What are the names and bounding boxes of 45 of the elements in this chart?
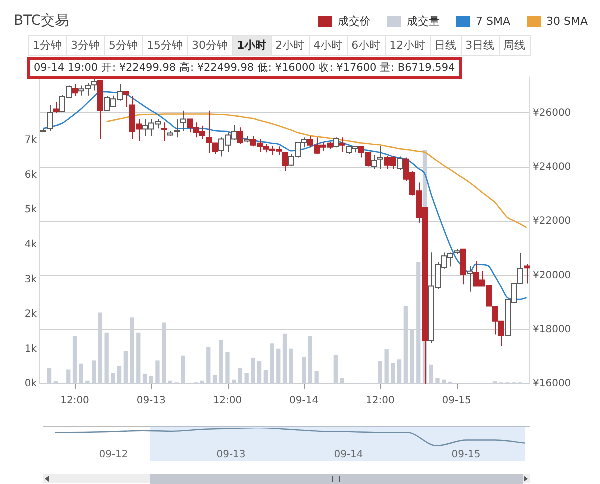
text: 1小时	[232, 35, 272, 56]
chart-title: BTC交易	[14, 12, 70, 30]
text: 15分钟	[142, 35, 188, 56]
text: 周线	[498, 35, 531, 56]
x-tick-label: 12:00	[366, 396, 395, 407]
x-tick-label: 09-15	[442, 396, 472, 407]
y-tick-label: ¥20000	[533, 270, 572, 282]
x-tick-label: 09-15	[452, 450, 481, 461]
y-tick-label: ¥24000	[533, 162, 572, 173]
y2-tick-label: 2k	[24, 309, 38, 320]
x-tick-label: 09-14	[334, 450, 364, 461]
x-tick-label: 09-14	[290, 396, 319, 407]
y2-tick-label: 6k	[24, 170, 38, 181]
y2-tick-label: 7k	[24, 135, 38, 146]
text: 3分钟	[66, 35, 105, 56]
line-series	[42, 91, 528, 300]
text: 日线	[430, 35, 462, 56]
legend-label: 成交量	[407, 14, 440, 29]
legend-label: 成交价	[338, 14, 371, 29]
y2-tick-label: 5k	[24, 204, 38, 216]
text: 1分钟	[28, 35, 67, 56]
x-tick-label: 09-13	[216, 450, 246, 461]
y2-tick-label: 0k	[24, 378, 38, 390]
x-tick-label: 09-12	[99, 450, 128, 461]
text: 2小时	[270, 35, 310, 56]
text: 30分钟	[187, 35, 233, 56]
legend-label: 30 SMA	[546, 15, 588, 28]
y-tick-label: ¥22000	[533, 216, 572, 228]
line-series	[106, 114, 528, 228]
y-tick-label: ¥26000	[533, 108, 572, 119]
text: 12小时	[384, 35, 431, 56]
y2-tick-label: 1k	[24, 344, 38, 355]
y2-tick-label: 4k	[24, 240, 38, 251]
text: 4小时	[308, 35, 348, 56]
y2-tick-label: 3k	[24, 274, 38, 286]
legend-label: 7 SMA	[476, 15, 510, 28]
text: 6小时	[346, 35, 386, 56]
text: 09-14 19:00 开: ¥22499.98 高: ¥22499.98 低: ¥16000 收: ¥17600 量: B6719.594	[27, 57, 462, 79]
x-tick-label: 12:00	[60, 396, 90, 407]
text: 3日线	[460, 35, 500, 56]
y-tick-label: ¥16000	[533, 378, 572, 390]
x-tick-label: 12:00	[213, 396, 242, 407]
y-tick-label: ¥18000	[533, 324, 572, 336]
x-tick-label: 09-13	[136, 396, 166, 407]
text: 5分钟	[104, 35, 143, 56]
